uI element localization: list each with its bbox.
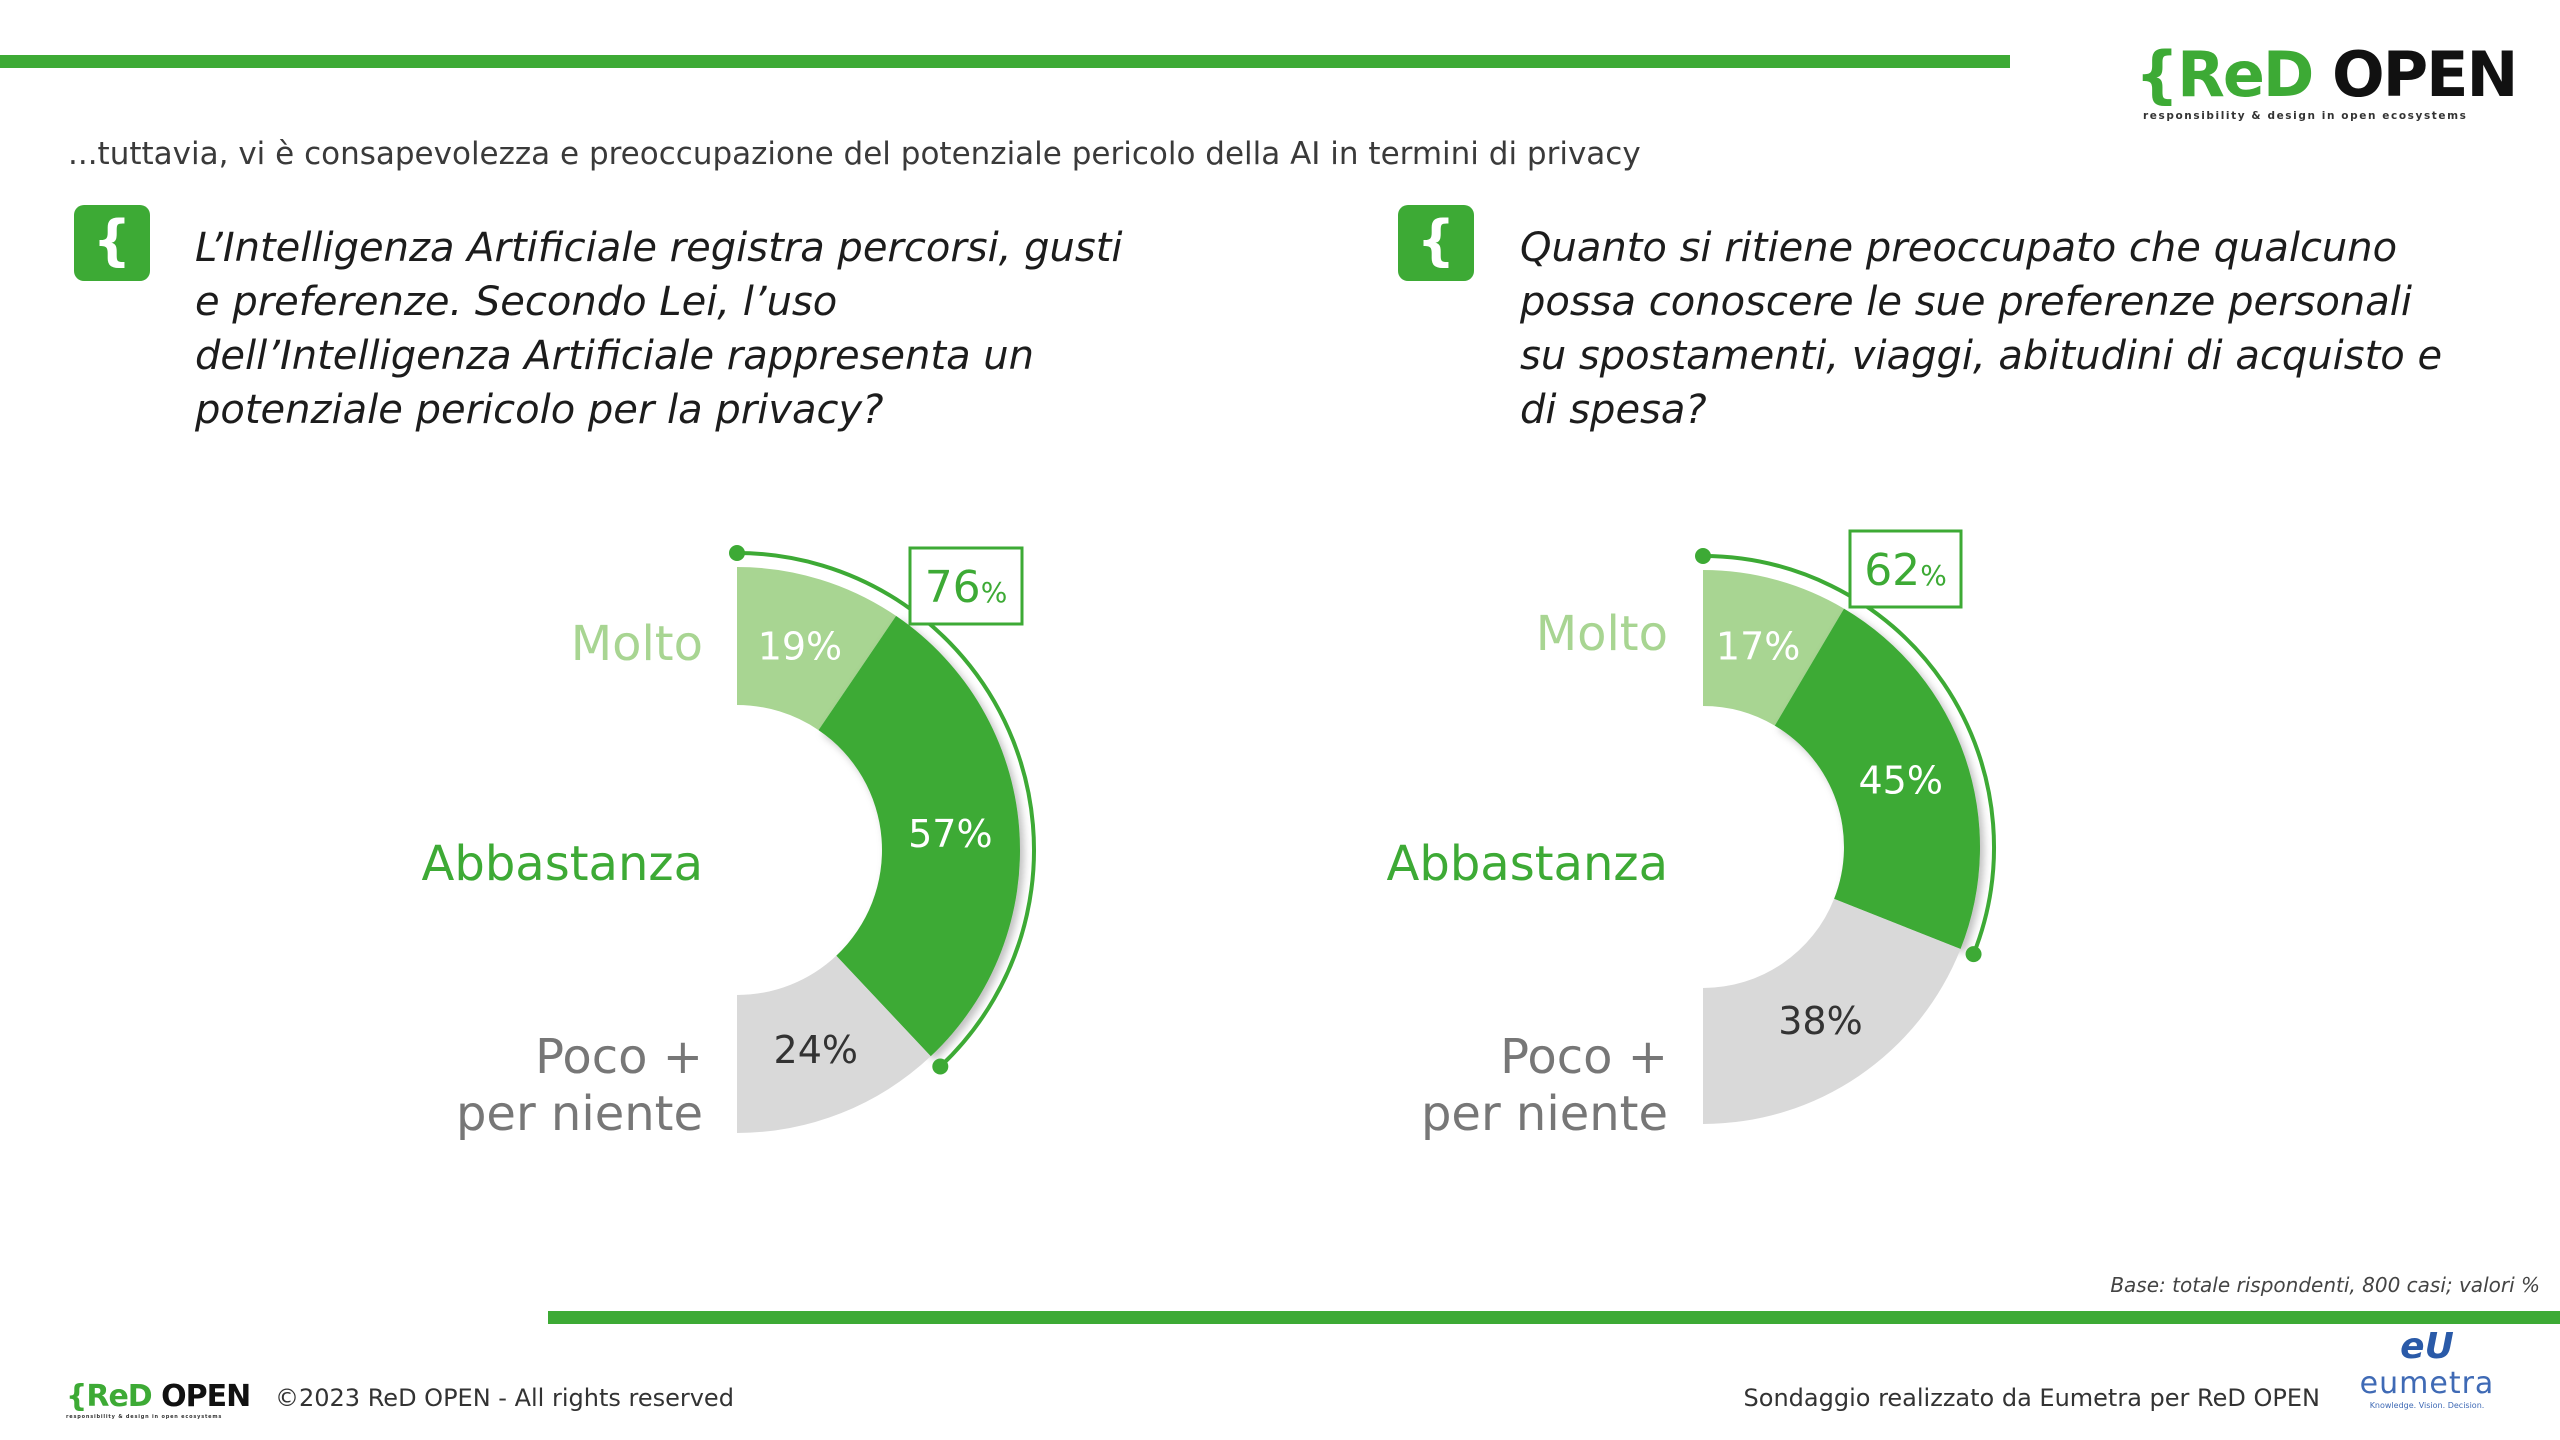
value-label: 17%	[1716, 624, 1800, 668]
footer-copyright: ©2023 ReD OPEN - All rights reserved	[275, 1384, 734, 1412]
top2-bracket-arc	[736, 551, 1036, 1068]
bracket-dot	[1695, 548, 1711, 564]
value-label: 19%	[758, 624, 842, 668]
donut-segment-poco-per-niente	[737, 955, 931, 1133]
value-label: 24%	[774, 1028, 858, 1072]
donut-segment-poco-per-niente	[1703, 898, 1961, 1124]
donut-segment-molto	[737, 567, 897, 731]
brace-icon: {	[74, 205, 150, 281]
logo-tagline: responsibility & design in open ecosyste…	[2143, 110, 2468, 122]
top-accent-bar	[0, 55, 2010, 68]
logo-open: OPEN	[2332, 38, 2518, 111]
value-label: 38%	[1778, 999, 1862, 1043]
eumetra-logo: eU eumetra Knowledge. Vision. Decision.	[2352, 1326, 2502, 1411]
page-subtitle: ...tuttavia, vi è consapevolezza e preoc…	[68, 136, 1641, 172]
bracket-dot	[1965, 946, 1982, 963]
donut-segment-molto	[1703, 570, 1845, 726]
bracket-dot	[932, 1058, 949, 1075]
category-label: Abbastanza	[1387, 836, 1668, 892]
question-2-text: Quanto si ritiene preoccupato che qualcu…	[1520, 225, 2443, 433]
top2-callout-box	[908, 546, 1024, 626]
chart-1: 19% 57% 24% Molto Abbastanza Poco +per niente…	[422, 545, 1036, 1142]
value-label: 57%	[908, 812, 992, 856]
bottom-accent-bar	[548, 1311, 2560, 1324]
base-note: Base: totale rispondenti, 800 casi; valo…	[2110, 1273, 2540, 1297]
category-label: Molto	[1536, 606, 1668, 662]
eumetra-mark: eU	[2400, 1326, 2454, 1367]
redopen-logo: {ReD OPEN responsibility & design in ope…	[2135, 38, 2518, 130]
donut-segment-abbastanza	[1774, 608, 1980, 949]
brace-icon: {	[1398, 205, 1474, 281]
eumetra-name: eumetra	[2359, 1366, 2495, 1401]
bracket-dot	[729, 545, 745, 561]
top2-callout-value: 76%	[925, 562, 1008, 613]
category-label: per niente	[456, 1086, 703, 1142]
donut-segment-abbastanza	[818, 615, 1020, 1057]
category-label: Poco +	[535, 1029, 703, 1085]
top2-callout-box	[1848, 529, 1963, 609]
top2-callout-value: 62%	[1864, 545, 1947, 596]
chart-2: 17% 45% 38% Molto Abbastanza Poco +per niente…	[1387, 529, 1996, 1142]
logo-red: ReD	[2177, 38, 2314, 111]
top2-bracket-arc	[1702, 554, 1996, 955]
question-1-text: L’Intelligenza Artificiale registra perc…	[195, 225, 1123, 433]
eumetra-tagline: Knowledge. Vision. Decision.	[2369, 1401, 2485, 1410]
category-label: Abbastanza	[422, 836, 703, 892]
category-label: Poco +	[1500, 1029, 1668, 1085]
category-label: per niente	[1421, 1086, 1668, 1142]
value-label: 45%	[1858, 758, 1942, 802]
footer-logo: {ReD OPEN responsibility & design in ope…	[66, 1379, 251, 1421]
category-label: Molto	[571, 616, 703, 672]
logo-brace: {	[2135, 38, 2179, 111]
footer-credit: Sondaggio realizzato da Eumetra per ReD …	[1743, 1384, 2320, 1412]
